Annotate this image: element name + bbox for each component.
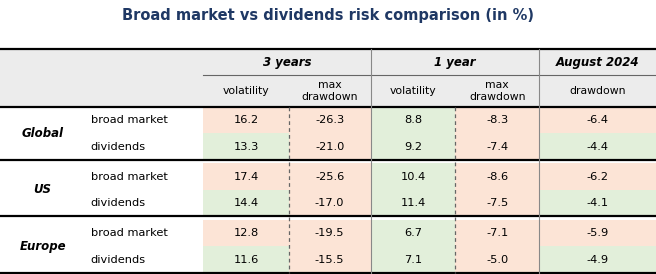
Text: -8.3: -8.3 [486, 115, 508, 125]
Bar [85, 246, 203, 273]
Text: volatility: volatility [390, 86, 436, 96]
Text: -19.5: -19.5 [315, 228, 344, 238]
Text: 10.4: 10.4 [400, 172, 426, 182]
Text: -5.9: -5.9 [586, 228, 609, 238]
Bar [0, 246, 85, 273]
Text: -15.5: -15.5 [315, 255, 344, 265]
Bar [85, 107, 203, 133]
Text: -4.4: -4.4 [586, 142, 609, 152]
Text: broad market: broad market [91, 115, 167, 125]
Bar [539, 107, 656, 133]
Bar [0, 107, 85, 133]
Bar [85, 220, 203, 246]
Bar [539, 246, 656, 273]
Bar [289, 246, 371, 273]
Bar [203, 107, 289, 133]
Text: -5.0: -5.0 [486, 255, 508, 265]
Text: -7.1: -7.1 [486, 228, 508, 238]
Bar [371, 107, 455, 133]
Text: -7.4: -7.4 [486, 142, 508, 152]
Text: 14.4: 14.4 [234, 198, 258, 208]
Text: Global: Global [22, 127, 64, 140]
Text: Broad market vs dividends risk comparison (in %): Broad market vs dividends risk compariso… [122, 8, 534, 23]
Bar [203, 133, 289, 160]
Text: dividends: dividends [91, 142, 146, 152]
Text: broad market: broad market [91, 172, 167, 182]
Bar [203, 246, 289, 273]
Bar [289, 107, 371, 133]
Text: 11.4: 11.4 [400, 198, 426, 208]
Bar [371, 133, 455, 160]
Bar [455, 107, 539, 133]
Text: 17.4: 17.4 [234, 172, 258, 182]
Text: -26.3: -26.3 [315, 115, 344, 125]
Text: Europe: Europe [19, 240, 66, 253]
Bar [455, 190, 539, 216]
Text: 16.2: 16.2 [234, 115, 258, 125]
Text: dividends: dividends [91, 198, 146, 208]
Text: -21.0: -21.0 [315, 142, 344, 152]
Text: -17.0: -17.0 [315, 198, 344, 208]
Bar [455, 246, 539, 273]
Text: US: US [33, 183, 52, 196]
Bar [0, 163, 85, 190]
Bar [539, 133, 656, 160]
Text: -8.6: -8.6 [486, 172, 508, 182]
Bar [0, 133, 85, 160]
Bar [289, 133, 371, 160]
Bar [539, 220, 656, 246]
Bar [371, 220, 455, 246]
Text: max
drawdown: max drawdown [469, 80, 525, 102]
Bar [289, 220, 371, 246]
Bar [85, 163, 203, 190]
Bar [371, 163, 455, 190]
Text: 9.2: 9.2 [404, 142, 422, 152]
Text: 3 years: 3 years [263, 56, 311, 69]
Text: 6.7: 6.7 [404, 228, 422, 238]
Bar [371, 190, 455, 216]
Text: -4.1: -4.1 [586, 198, 609, 208]
Text: -6.2: -6.2 [586, 172, 609, 182]
Bar [0, 220, 85, 246]
Bar [203, 163, 289, 190]
Bar [0, 49, 656, 75]
Bar [455, 163, 539, 190]
Bar [455, 133, 539, 160]
Text: -25.6: -25.6 [315, 172, 344, 182]
Text: 1 year: 1 year [434, 56, 476, 69]
Bar [0, 190, 85, 216]
Bar [85, 190, 203, 216]
Text: max
drawdown: max drawdown [301, 80, 358, 102]
Bar [371, 246, 455, 273]
Text: 12.8: 12.8 [234, 228, 258, 238]
Bar [203, 220, 289, 246]
Bar [539, 163, 656, 190]
Text: 11.6: 11.6 [234, 255, 258, 265]
Text: August 2024: August 2024 [556, 56, 640, 69]
Text: 13.3: 13.3 [234, 142, 258, 152]
Bar [0, 75, 656, 107]
Text: drawdown: drawdown [569, 86, 626, 96]
Bar [539, 190, 656, 216]
Text: -6.4: -6.4 [586, 115, 609, 125]
Text: 8.8: 8.8 [404, 115, 422, 125]
Text: volatility: volatility [222, 86, 270, 96]
Text: -7.5: -7.5 [486, 198, 508, 208]
Text: dividends: dividends [91, 255, 146, 265]
Bar [85, 133, 203, 160]
Text: broad market: broad market [91, 228, 167, 238]
Text: -4.9: -4.9 [586, 255, 609, 265]
Bar [455, 220, 539, 246]
Bar [203, 190, 289, 216]
Bar [289, 163, 371, 190]
Bar [289, 190, 371, 216]
Text: 7.1: 7.1 [404, 255, 422, 265]
